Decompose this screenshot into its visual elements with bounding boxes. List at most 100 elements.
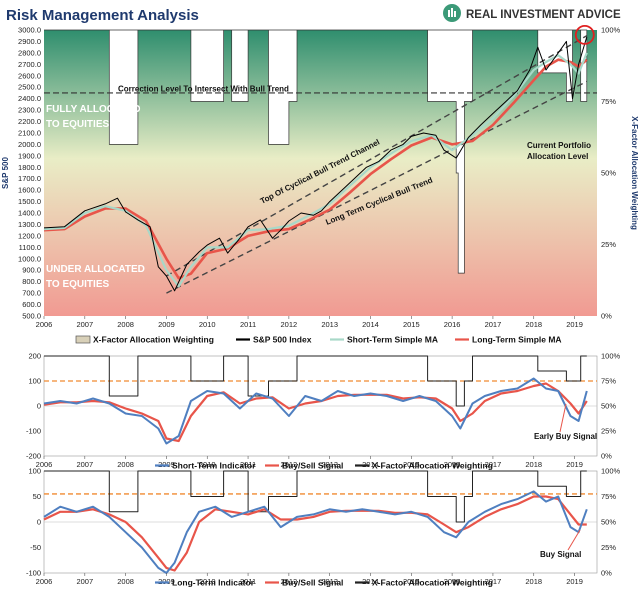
y2-tick-label: 25% bbox=[601, 543, 616, 552]
y2-tick-label: 75% bbox=[601, 377, 616, 386]
y-tick-label: 900.0 bbox=[22, 266, 41, 275]
x-tick-label: 2019 bbox=[566, 320, 583, 329]
short-term-ma-line bbox=[43, 52, 588, 288]
x-tick-label: 2014 bbox=[362, 460, 379, 469]
y-tick-label: 1300.0 bbox=[18, 220, 41, 229]
chart-title: Risk Management Analysis bbox=[6, 7, 199, 24]
y2-tick-label: 75% bbox=[601, 492, 616, 501]
y-tick-label: -100 bbox=[26, 569, 41, 578]
y-axis-title: S&P 500 bbox=[1, 157, 10, 189]
buy-signal-arrow bbox=[567, 529, 581, 551]
x-tick-label: 2014 bbox=[362, 320, 379, 329]
x-tick-label: 2008 bbox=[117, 460, 134, 469]
y2-tick-label: 50% bbox=[601, 518, 616, 527]
y-tick-label: 1700.0 bbox=[18, 174, 41, 183]
x-tick-label: 2008 bbox=[117, 320, 134, 329]
y-tick-label: 0 bbox=[37, 402, 41, 411]
allocation-weighting-area bbox=[44, 29, 588, 274]
y-tick-label: 600.0 bbox=[22, 300, 41, 309]
buy-sell-signal-line bbox=[43, 382, 588, 443]
x-tick-label: 2011 bbox=[240, 577, 256, 586]
x-tick-label: 2007 bbox=[76, 320, 93, 329]
y-tick-label: 50 bbox=[33, 492, 41, 501]
y-tick-label: 800.0 bbox=[22, 277, 41, 286]
y2-tick-label: 25% bbox=[601, 240, 616, 249]
y-tick-label: 1600.0 bbox=[18, 186, 41, 195]
x-tick-label: 2017 bbox=[485, 320, 502, 329]
y-tick-label: 1000.0 bbox=[18, 254, 41, 263]
current-level-highlight bbox=[574, 24, 595, 45]
x-tick-label: 2018 bbox=[525, 460, 542, 469]
legend-entry: Long-Term Simple MA bbox=[472, 335, 562, 345]
legend-entry: Short-Term Indicator bbox=[172, 461, 256, 471]
x-tick-label: 2012 bbox=[281, 577, 298, 586]
x-tick-label: 2016 bbox=[444, 577, 461, 586]
y2-tick-label: 50% bbox=[601, 402, 616, 411]
x-tick-label: 2015 bbox=[403, 320, 420, 329]
x-tick-label: 2007 bbox=[76, 460, 93, 469]
y-tick-label: 700.0 bbox=[22, 289, 41, 298]
x-tick-label: 2016 bbox=[444, 460, 461, 469]
y2-axis-title: X-Factor Allocation Weighting bbox=[630, 116, 639, 230]
y-tick-label: 2700.0 bbox=[18, 60, 41, 69]
current-allocation-label: Current Portfolio bbox=[527, 141, 591, 150]
x-tick-label: 2017 bbox=[485, 460, 502, 469]
legend-entry: X-Factor Allocation Weighting bbox=[93, 335, 214, 345]
legend-entry: Buy/Sell Signal bbox=[282, 461, 343, 471]
x-tick-label: 2016 bbox=[444, 320, 461, 329]
sp500-index-line bbox=[43, 36, 588, 292]
x-tick-label: 2013 bbox=[321, 577, 338, 586]
early-buy-signal-label: Early Buy Signal bbox=[534, 432, 597, 441]
x-tick-label: 2009 bbox=[158, 320, 175, 329]
x-tick-label: 2011 bbox=[240, 320, 256, 329]
brand-logo: REAL INVESTMENT ADVICE bbox=[443, 4, 621, 22]
long-term-indicator-line bbox=[43, 490, 588, 574]
y-tick-label: 100 bbox=[28, 377, 41, 386]
x-tick-label: 2006 bbox=[36, 320, 53, 329]
x-tick-label: 2013 bbox=[321, 320, 338, 329]
y-tick-label: 2200.0 bbox=[18, 117, 41, 126]
x-tick-label: 2006 bbox=[36, 460, 53, 469]
y-tick-label: -100 bbox=[26, 427, 41, 436]
y-tick-label: 2900.0 bbox=[18, 37, 41, 46]
brand-name: REAL INVESTMENT ADVICE bbox=[466, 9, 621, 21]
y-tick-label: 2300.0 bbox=[18, 106, 41, 115]
x-tick-label: 2019 bbox=[566, 460, 583, 469]
y-tick-label: 1800.0 bbox=[18, 163, 41, 172]
legend-entry: Short-Term Simple MA bbox=[347, 335, 438, 345]
allocation-weighting-fill bbox=[44, 29, 588, 274]
y-tick-label: 2100.0 bbox=[18, 128, 41, 137]
x-tick-label: 2017 bbox=[485, 577, 502, 586]
fully-allocated-label: FULLY ALLOCATED bbox=[46, 104, 140, 115]
y2-tick-label: 100% bbox=[601, 26, 621, 35]
sp500-panel: 3000.0 2900.0 2800.0 2700.0 2600.0 2500.0 2400… bbox=[1, 24, 639, 329]
x-tick-label: 2006 bbox=[36, 577, 53, 586]
y-tick-label: 2500.0 bbox=[18, 83, 41, 92]
y-tick-label: 1100.0 bbox=[19, 243, 41, 252]
y-tick-label: 1500.0 bbox=[18, 197, 41, 206]
y-tick-label: -50 bbox=[30, 543, 41, 552]
y2-tick-label: 0% bbox=[601, 452, 612, 461]
y2-tick-label: 0% bbox=[601, 569, 612, 578]
x-tick-label: 2018 bbox=[525, 320, 542, 329]
y-tick-label: 2800.0 bbox=[18, 48, 41, 57]
y-tick-label: 1400.0 bbox=[18, 209, 41, 218]
current-allocation-label-2: Allocation Level bbox=[527, 152, 588, 161]
x-tick-label: 2010 bbox=[199, 460, 216, 469]
y-tick-label: 2400.0 bbox=[18, 94, 41, 103]
y-tick-label: 200 bbox=[28, 352, 41, 361]
y2-tick-label: 75% bbox=[601, 97, 616, 106]
legend-entry: Long-Term Indicator bbox=[172, 578, 255, 588]
allocation-weighting-line bbox=[44, 355, 587, 407]
long-term-ma-line bbox=[43, 58, 588, 280]
y-tick-label: -200 bbox=[26, 452, 41, 461]
y2-tick-label: 25% bbox=[601, 427, 616, 436]
x-tick-label: 2019 bbox=[566, 577, 583, 586]
legend-entry: X-Factor Allocation Weighting bbox=[372, 461, 493, 471]
legend-entry: X-Factor Allocation Weighting bbox=[372, 578, 493, 588]
short-term-panel: 200 100 0 -100 -200 100% 75% 50% 25% 0% 2006 2007 20… bbox=[26, 352, 621, 470]
y-tick-label: 2000.0 bbox=[18, 140, 41, 149]
y2-tick-label: 50% bbox=[601, 169, 616, 178]
buy-signal-label: Buy Signal bbox=[540, 550, 581, 559]
